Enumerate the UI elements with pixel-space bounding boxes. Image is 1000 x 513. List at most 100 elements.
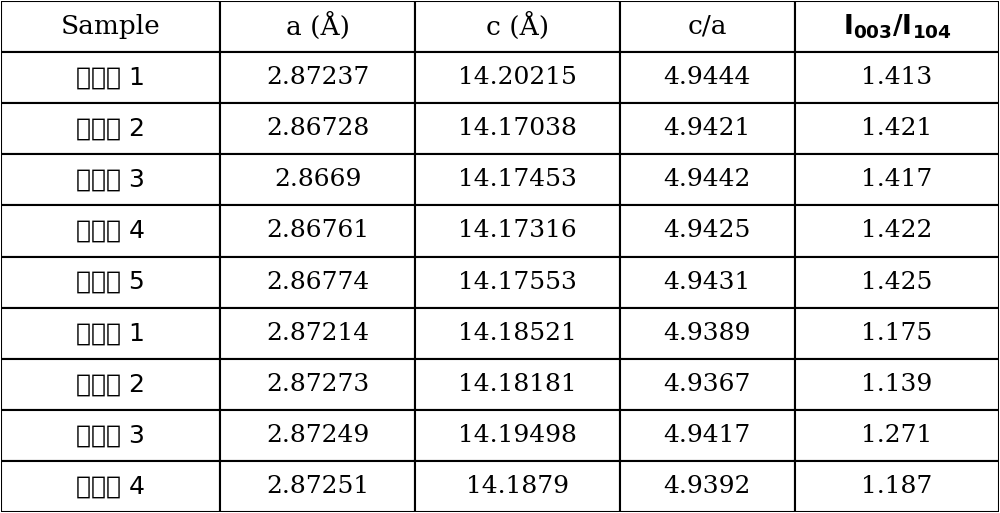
Bar	[620, 52, 795, 103]
Text: 4.9417: 4.9417	[664, 424, 751, 447]
Bar	[1, 205, 220, 256]
Bar	[415, 308, 620, 359]
Text: 14.17453: 14.17453	[458, 168, 577, 191]
Text: 4.9389: 4.9389	[664, 322, 751, 345]
Text: 14.17038: 14.17038	[458, 117, 577, 140]
Text: 1.413: 1.413	[861, 66, 933, 89]
Bar	[795, 52, 999, 103]
Bar	[220, 359, 415, 410]
Bar	[1, 410, 220, 461]
Text: 14.18181: 14.18181	[458, 373, 577, 396]
Bar	[220, 154, 415, 205]
Bar	[220, 1, 415, 52]
Bar	[220, 410, 415, 461]
Text: 4.9431: 4.9431	[664, 270, 751, 293]
Bar	[795, 410, 999, 461]
Text: 14.17553: 14.17553	[458, 270, 577, 293]
Bar	[620, 308, 795, 359]
Text: 对比例 1: 对比例 1	[76, 321, 145, 345]
Text: 2.87273: 2.87273	[266, 373, 369, 396]
Text: 2.87249: 2.87249	[266, 424, 369, 447]
Bar	[220, 461, 415, 512]
Bar	[220, 52, 415, 103]
Bar	[415, 205, 620, 256]
Bar	[415, 1, 620, 52]
Bar	[415, 256, 620, 308]
Text: 14.17316: 14.17316	[458, 220, 577, 243]
Text: 对比例 2: 对比例 2	[76, 372, 145, 397]
Bar	[620, 359, 795, 410]
Bar	[620, 256, 795, 308]
Bar	[795, 359, 999, 410]
Bar	[620, 410, 795, 461]
Bar	[415, 461, 620, 512]
Bar	[415, 52, 620, 103]
Text: 2.87214: 2.87214	[266, 322, 369, 345]
Bar	[220, 205, 415, 256]
Bar	[1, 359, 220, 410]
Bar	[795, 103, 999, 154]
Text: 对比例 3: 对比例 3	[76, 424, 145, 447]
Text: 14.18521: 14.18521	[458, 322, 577, 345]
Text: 1.139: 1.139	[861, 373, 933, 396]
Bar	[620, 461, 795, 512]
Text: 2.8669: 2.8669	[274, 168, 361, 191]
Text: 实施例 4: 实施例 4	[76, 219, 145, 243]
Bar	[620, 103, 795, 154]
Bar	[415, 359, 620, 410]
Text: 2.87251: 2.87251	[266, 475, 369, 498]
Bar	[220, 256, 415, 308]
Text: 2.86761: 2.86761	[266, 220, 369, 243]
Bar	[795, 256, 999, 308]
Text: 14.19498: 14.19498	[458, 424, 577, 447]
Text: 4.9444: 4.9444	[664, 66, 751, 89]
Text: 实施例 2: 实施例 2	[76, 116, 145, 141]
Bar	[1, 256, 220, 308]
Bar	[795, 205, 999, 256]
Text: 1.421: 1.421	[861, 117, 933, 140]
Text: 2.86774: 2.86774	[266, 270, 369, 293]
Text: 1.417: 1.417	[861, 168, 933, 191]
Bar	[795, 154, 999, 205]
Text: $\bf{I}_{003}/\bf{I}_{104}$: $\bf{I}_{003}/\bf{I}_{104}$	[843, 12, 951, 41]
Bar	[1, 461, 220, 512]
Bar	[620, 1, 795, 52]
Bar	[795, 308, 999, 359]
Text: 4.9421: 4.9421	[664, 117, 751, 140]
Text: 1.425: 1.425	[861, 270, 933, 293]
Bar	[1, 154, 220, 205]
Text: 2.86728: 2.86728	[266, 117, 369, 140]
Text: a (Å): a (Å)	[286, 12, 350, 41]
Bar	[795, 461, 999, 512]
Bar	[220, 103, 415, 154]
Bar	[795, 1, 999, 52]
Bar	[1, 103, 220, 154]
Text: 4.9392: 4.9392	[664, 475, 751, 498]
Text: 实施例 5: 实施例 5	[76, 270, 145, 294]
Text: 对比例 4: 对比例 4	[76, 475, 145, 499]
Bar	[620, 154, 795, 205]
Text: 实施例 3: 实施例 3	[76, 168, 145, 192]
Bar	[620, 205, 795, 256]
Text: 14.20215: 14.20215	[458, 66, 577, 89]
Text: 4.9442: 4.9442	[664, 168, 751, 191]
Text: 2.87237: 2.87237	[266, 66, 369, 89]
Bar	[1, 52, 220, 103]
Text: Sample: Sample	[61, 14, 160, 39]
Text: 1.175: 1.175	[861, 322, 933, 345]
Text: 14.1879: 14.1879	[466, 475, 569, 498]
Text: 4.9367: 4.9367	[664, 373, 751, 396]
Bar	[1, 308, 220, 359]
Bar	[415, 103, 620, 154]
Bar	[415, 410, 620, 461]
Bar	[220, 308, 415, 359]
Text: 1.422: 1.422	[861, 220, 933, 243]
Text: c/a: c/a	[687, 14, 727, 39]
Text: 1.271: 1.271	[861, 424, 933, 447]
Bar	[415, 154, 620, 205]
Text: c (Å): c (Å)	[486, 12, 549, 41]
Text: 实施例 1: 实施例 1	[76, 66, 145, 89]
Text: 4.9425: 4.9425	[664, 220, 751, 243]
Bar	[1, 1, 220, 52]
Text: 1.187: 1.187	[861, 475, 933, 498]
